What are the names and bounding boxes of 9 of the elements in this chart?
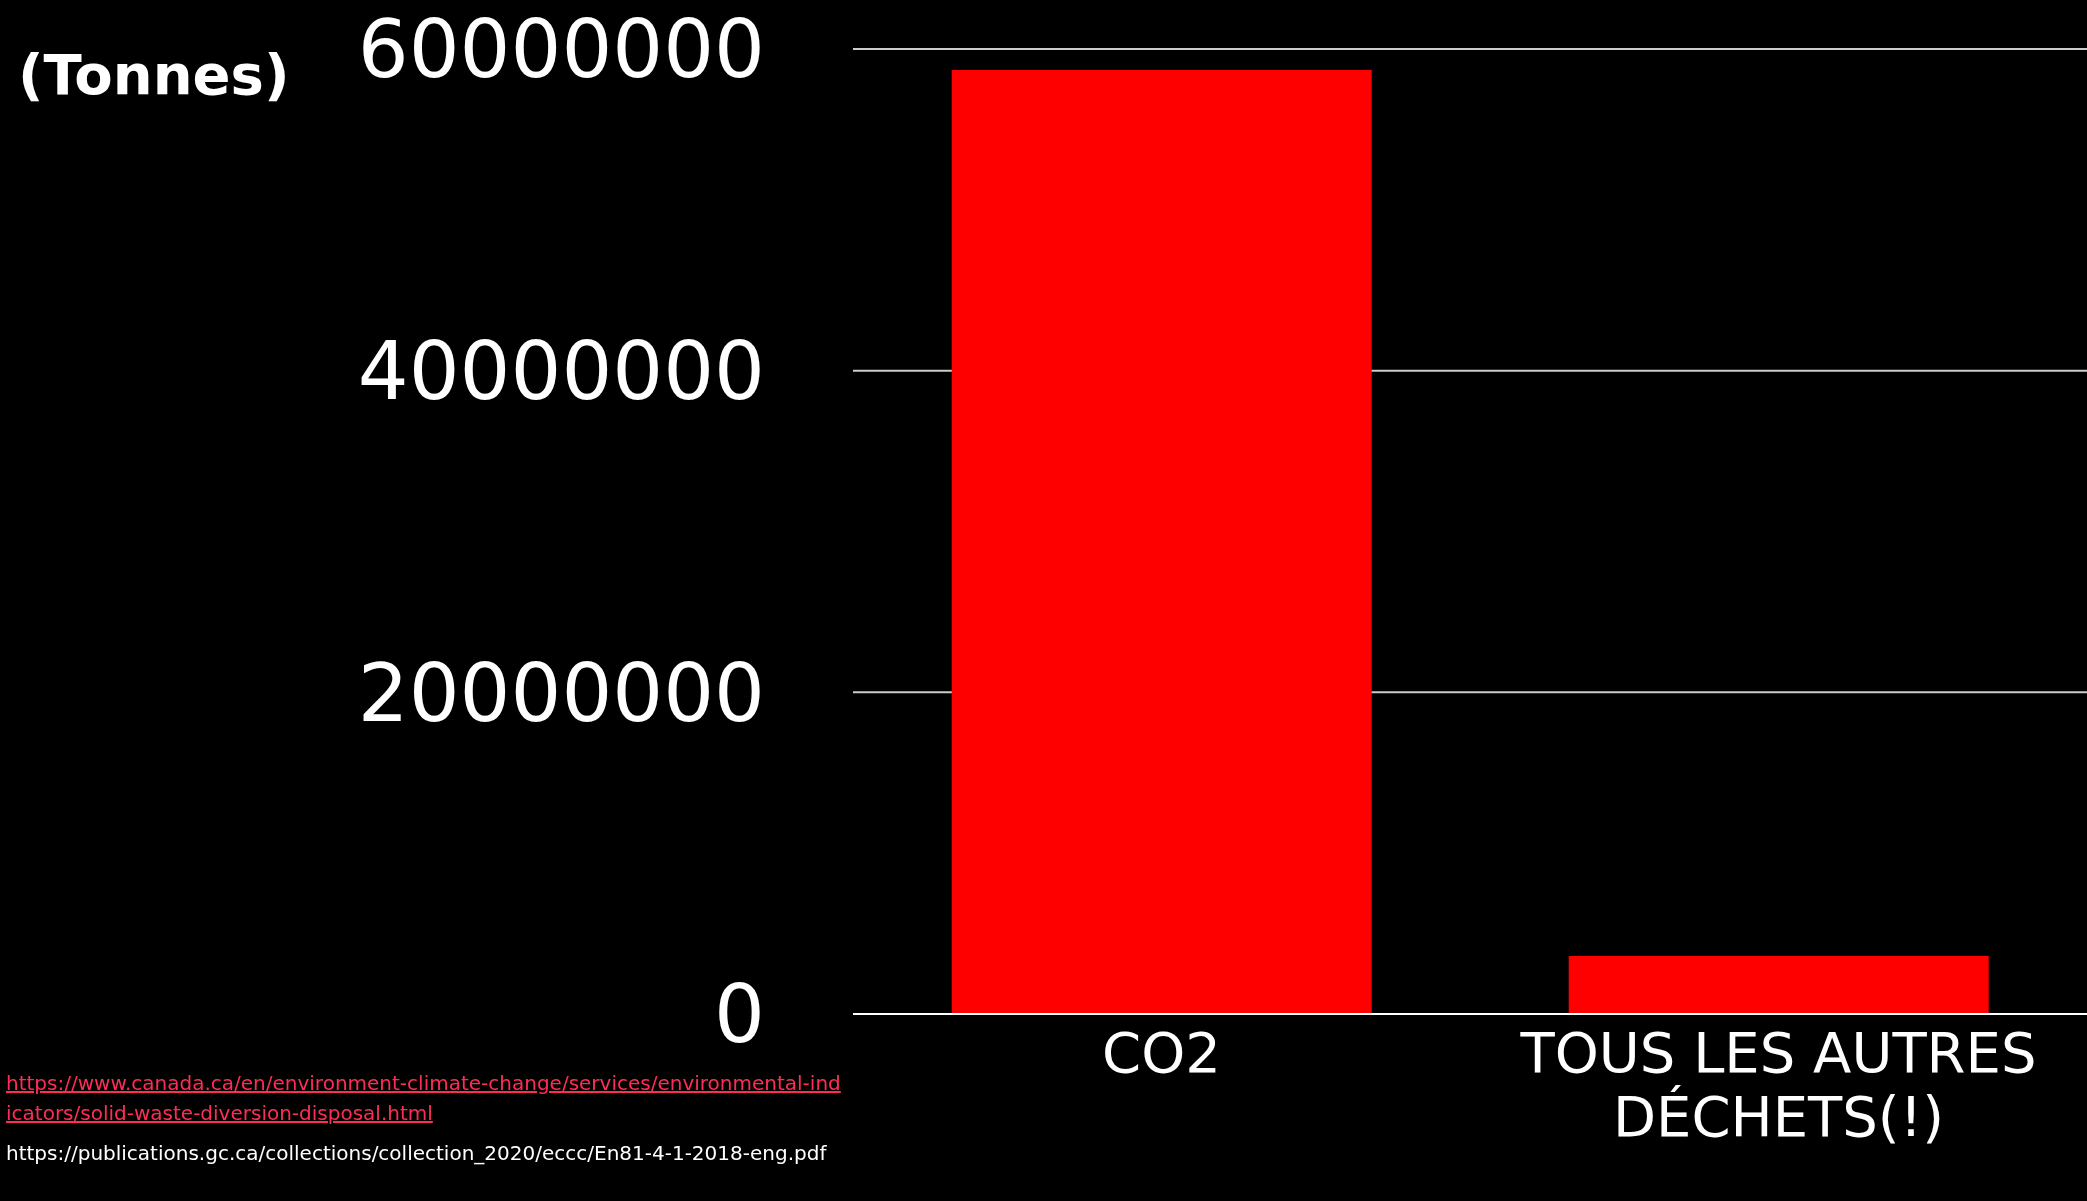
y-tick-label: 20000000 — [357, 646, 765, 740]
y-axis-title: (Tonnes) — [18, 42, 290, 107]
y-tick-label: 0 — [714, 968, 765, 1062]
x-tick-label: CO2 — [1102, 1020, 1221, 1085]
text: https://publications.gc.ca/collections/collection_2020/eccc/En81-4-1-2018-eng.pdf — [6, 1140, 828, 1167]
x-tick-label: TOUS LES AUTRES DÉCHETS(!) — [1519, 1020, 2037, 1149]
y-tick-label: 40000000 — [357, 325, 765, 419]
y-tick-label: 60000000 — [357, 3, 765, 97]
text: https://www.canada.ca/en/environment-climate-change/services/environmental-indicators/solid-waste-diversion-disposal.html — [6, 1070, 842, 1127]
